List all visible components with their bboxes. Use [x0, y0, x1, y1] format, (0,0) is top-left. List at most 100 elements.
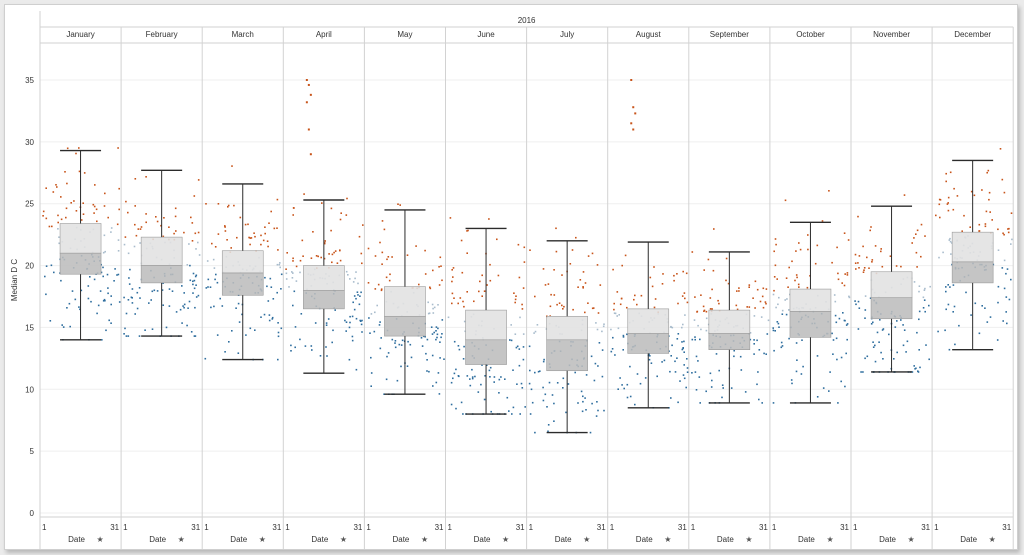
scatter-point	[92, 203, 95, 206]
scatter-point	[674, 371, 677, 373]
scatter-point	[127, 335, 130, 337]
scatter-point	[894, 326, 897, 328]
scatter-point	[864, 357, 866, 360]
scatter-point	[455, 368, 457, 371]
y-tick-label: 25	[25, 200, 34, 209]
scatter-point	[87, 297, 90, 300]
scatter-point	[294, 326, 297, 328]
scatter-point	[869, 297, 872, 299]
scatter-point	[876, 331, 879, 334]
scatter-point	[653, 306, 656, 309]
scatter-point	[99, 290, 102, 292]
scatter-point	[406, 365, 409, 367]
scatter-point	[57, 221, 59, 224]
scatter-point	[599, 284, 602, 286]
scatter-point	[1008, 227, 1010, 230]
scatter-point	[195, 284, 197, 286]
month-label: December	[954, 30, 991, 39]
scatter-point	[186, 264, 189, 266]
scatter-point	[400, 365, 402, 368]
scatter-point	[694, 296, 696, 298]
scatter-point	[534, 371, 536, 374]
scatter-point	[580, 390, 583, 393]
scatter-point	[443, 358, 445, 360]
scatter-point	[207, 278, 210, 281]
day-tick-label: 31	[191, 523, 200, 532]
scatter-point	[787, 286, 789, 288]
scatter-point	[339, 259, 342, 262]
scatter-point	[474, 375, 476, 378]
scatter-point	[94, 184, 96, 186]
scatter-point	[436, 333, 439, 336]
scatter-point	[224, 230, 227, 232]
scatter-point	[889, 255, 892, 257]
scatter-point	[90, 300, 92, 303]
scatter-point	[785, 277, 788, 279]
scatter-point	[806, 286, 809, 289]
scatter-point	[753, 315, 756, 317]
scatter-point	[855, 268, 857, 270]
scatter-point	[96, 220, 98, 223]
scatter-point	[553, 294, 556, 296]
scatter-point	[855, 303, 857, 306]
scatter-point	[355, 368, 358, 371]
scatter-point	[670, 325, 672, 328]
scatter-point	[816, 355, 819, 357]
scatter-point	[245, 334, 247, 336]
month-label: November	[873, 30, 910, 39]
scatter-point	[62, 326, 65, 328]
scatter-point	[833, 294, 836, 296]
scatter-point	[807, 248, 809, 251]
scatter-point	[591, 307, 594, 310]
scatter-point	[254, 235, 256, 238]
scatter-point	[569, 263, 572, 265]
scatter-point	[900, 265, 902, 268]
scatter-point	[323, 257, 326, 260]
pin-icon: ★	[583, 535, 590, 544]
scatter-point	[709, 308, 712, 310]
scatter-point	[217, 233, 220, 235]
scatter-point	[798, 286, 800, 288]
scatter-point	[288, 286, 290, 288]
scatter-point	[512, 406, 515, 409]
scatter-point	[277, 335, 280, 338]
scatter-point	[153, 289, 156, 292]
scatter-point	[425, 352, 427, 355]
scatter-point	[467, 229, 469, 232]
scatter-point	[61, 324, 63, 326]
date-field-label: Date	[555, 535, 572, 544]
scatter-point	[945, 286, 947, 288]
scatter-point	[114, 268, 116, 270]
scatter-point	[187, 307, 189, 309]
scatter-point	[42, 215, 44, 217]
scatter-point	[937, 330, 939, 333]
scatter-point	[370, 356, 372, 359]
scatter-point	[670, 355, 672, 357]
scatter-point	[913, 365, 915, 367]
scatter-point	[985, 210, 988, 213]
scatter-point	[361, 319, 363, 322]
scatter-point	[857, 262, 859, 264]
scatter-point	[529, 249, 531, 251]
scatter-point	[104, 192, 106, 195]
scatter-point	[947, 196, 950, 199]
scatter-point	[326, 355, 328, 357]
scatter-point	[832, 353, 834, 355]
scatter-point	[613, 312, 616, 314]
scatter-point	[173, 232, 175, 235]
scatter-point	[858, 307, 861, 309]
scatter-point	[601, 375, 604, 378]
scatter-point	[562, 387, 564, 389]
scatter-point	[590, 355, 593, 358]
scatter-point	[694, 338, 696, 341]
scatter-point	[533, 332, 535, 334]
scatter-point	[353, 308, 356, 311]
scatter-point	[952, 311, 954, 313]
scatter-point	[958, 324, 960, 327]
scatter-point	[269, 277, 272, 280]
scatter-point	[45, 293, 47, 296]
scatter-point	[438, 284, 441, 286]
scatter-point	[386, 355, 388, 358]
scatter-point	[430, 326, 433, 328]
scatter-point	[323, 242, 326, 244]
